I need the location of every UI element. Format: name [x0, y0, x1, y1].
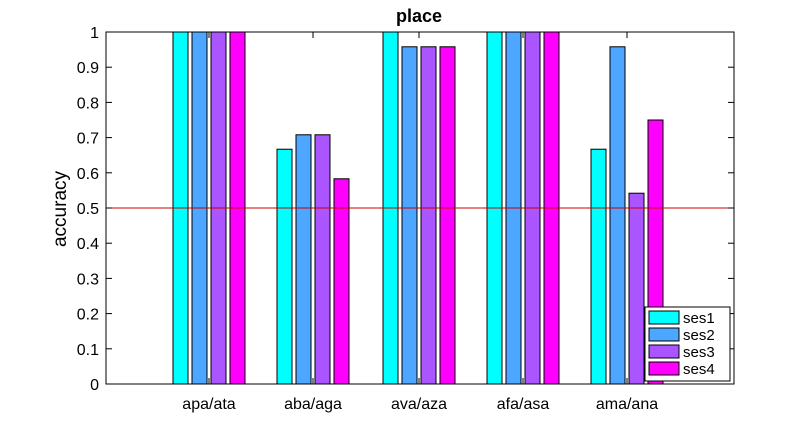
bar-ses2-1 [295, 134, 312, 385]
legend-label-ses1: ses1 [683, 310, 715, 327]
y-tick-label: 0.7 [77, 131, 99, 148]
legend-label-ses2: ses2 [683, 327, 715, 344]
y-tick-label: 0.1 [77, 342, 99, 359]
y-tick-label: 0.8 [77, 95, 99, 112]
y-tick-label: 0.6 [77, 166, 99, 183]
y-tick-label: 0 [90, 377, 99, 394]
bar-ses3-4 [628, 192, 645, 385]
legend-swatch-ses2 [648, 327, 680, 342]
y-tick-label: 0.9 [77, 60, 99, 77]
bar-ses1-4 [590, 148, 607, 385]
bar-ses2-2 [401, 46, 418, 385]
x-tick-label: afa/asa [497, 396, 550, 413]
y-tick-label: 0.2 [77, 307, 99, 324]
x-tick-label: aba/aga [284, 396, 342, 413]
x-tick-label: ama/ana [596, 396, 658, 413]
y-tick-label: 0.4 [77, 236, 99, 253]
bar-ses3-1 [314, 134, 331, 385]
legend-swatch-ses1 [648, 310, 680, 325]
bar-ses1-1 [276, 148, 293, 385]
legend-label-ses3: ses3 [683, 344, 715, 361]
y-tick-label: 0.3 [77, 271, 99, 288]
legend-swatch-ses3 [648, 344, 680, 359]
chart-title: place [396, 6, 442, 26]
y-tick-label: 1 [90, 25, 99, 42]
x-ticks-group: apa/ata aba/aga ava/aza afa/asa ama/ana [182, 32, 658, 413]
y-ticks-group: 0 0.1 0.2 0.3 0.4 0.5 0.6 0.7 0.8 0.9 1 [77, 25, 734, 394]
legend-label-ses4: ses4 [683, 361, 715, 378]
x-tick-label: ava/aza [391, 396, 447, 413]
y-tick-label: 0.5 [77, 201, 99, 218]
bar-ses3-2 [420, 46, 437, 385]
y-axis-label: accuracy [50, 170, 71, 247]
bar-ses4-2 [439, 46, 456, 385]
legend-swatch-ses4 [648, 361, 680, 376]
x-tick-label: apa/ata [182, 396, 235, 413]
bar-ses4-1 [333, 178, 350, 385]
bar-ses2-4 [609, 46, 626, 385]
